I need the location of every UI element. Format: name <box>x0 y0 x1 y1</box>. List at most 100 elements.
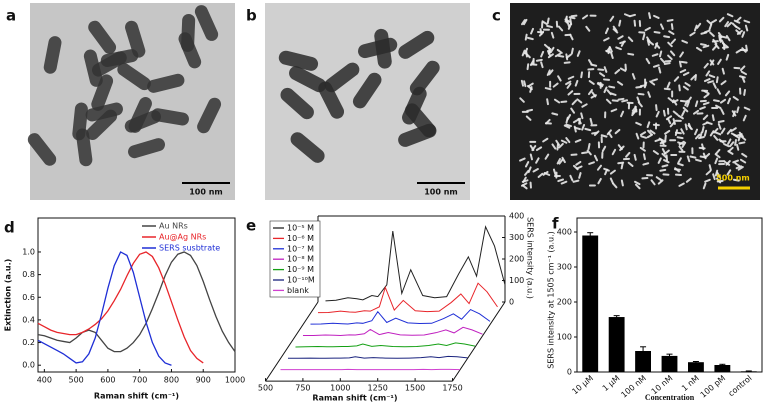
rod <box>566 82 572 89</box>
rod <box>668 30 675 35</box>
rod <box>731 22 738 28</box>
rod <box>540 50 545 58</box>
rod <box>557 178 565 183</box>
rod <box>674 129 679 137</box>
rod <box>645 57 651 65</box>
rod <box>649 80 656 86</box>
rod <box>662 109 666 117</box>
rod <box>702 182 707 190</box>
legend-label: blank <box>287 286 309 295</box>
rod <box>637 101 643 108</box>
legend-label: Au NRs <box>159 222 188 231</box>
rod <box>572 118 580 124</box>
rod <box>525 52 531 59</box>
rod <box>570 14 578 18</box>
rod <box>702 101 710 106</box>
rod <box>672 110 679 116</box>
rod <box>597 177 602 185</box>
rod <box>720 35 728 39</box>
rod <box>663 62 671 65</box>
rod <box>625 151 631 158</box>
rod <box>609 92 617 96</box>
rod <box>689 155 697 159</box>
rod <box>125 20 146 58</box>
rod <box>556 48 563 54</box>
rod <box>732 96 739 101</box>
rod <box>27 133 57 166</box>
rod <box>570 153 578 156</box>
rod <box>670 153 678 157</box>
rod <box>677 157 682 164</box>
rod <box>732 110 736 118</box>
rod <box>708 23 713 31</box>
rod <box>588 184 596 187</box>
rod <box>679 69 687 74</box>
rod <box>642 162 650 166</box>
rod <box>623 157 631 161</box>
rod <box>627 36 634 43</box>
y-tick-label: 0.2 <box>22 338 35 347</box>
x-tick-label: 100 nM <box>619 373 648 399</box>
spectrum-line <box>37 251 204 364</box>
rod <box>709 59 715 66</box>
rod <box>699 43 707 47</box>
y2-tick-label: 100 <box>509 276 524 285</box>
rod <box>521 179 529 183</box>
rod <box>703 78 711 83</box>
rod <box>627 52 635 56</box>
rod <box>571 99 578 106</box>
rod <box>597 68 605 71</box>
rod <box>565 80 572 86</box>
rod <box>725 160 731 166</box>
panel-letter: b <box>246 7 257 25</box>
rod <box>612 25 618 32</box>
rod <box>664 129 671 135</box>
rod <box>655 176 662 182</box>
rod <box>681 39 688 44</box>
rod <box>601 145 607 153</box>
x-tick-label: 1000 <box>330 384 350 393</box>
rod <box>603 78 611 81</box>
rod <box>589 14 597 17</box>
rod <box>617 80 624 86</box>
rod <box>685 177 692 183</box>
y-axis-label: SERS intensity at 1505 cm⁻¹ (a.u.) <box>547 231 556 369</box>
rod <box>680 128 685 135</box>
rod <box>546 98 549 106</box>
rod <box>717 119 725 124</box>
rod <box>627 102 631 110</box>
rod <box>737 134 742 142</box>
rod <box>666 18 674 22</box>
rod <box>739 65 746 72</box>
rod <box>590 124 598 127</box>
rod <box>535 58 543 62</box>
panel-letter: f <box>552 215 559 233</box>
rod <box>709 130 715 137</box>
rod <box>694 128 699 136</box>
rod <box>611 148 617 156</box>
rod <box>596 82 604 88</box>
rod <box>655 104 658 112</box>
rod <box>736 106 740 114</box>
y2-tick-label: 200 <box>509 255 524 264</box>
rod <box>587 68 595 71</box>
rod <box>679 99 687 103</box>
rod <box>711 107 719 110</box>
rod <box>609 177 614 185</box>
scale-bar-label: 100 nm <box>424 188 458 197</box>
rod <box>558 158 564 165</box>
rod <box>651 78 658 82</box>
rod <box>606 89 612 96</box>
rod <box>647 129 653 136</box>
rod <box>652 64 660 68</box>
x-tick-label: 1750 <box>442 384 462 393</box>
x-tick-label: 10 μM <box>570 373 595 396</box>
rod <box>588 80 595 85</box>
rod <box>290 132 325 163</box>
rod <box>725 35 731 42</box>
rod <box>615 46 622 51</box>
rod <box>710 19 718 24</box>
rod <box>733 19 741 24</box>
rod <box>724 90 731 97</box>
rod <box>553 174 561 177</box>
